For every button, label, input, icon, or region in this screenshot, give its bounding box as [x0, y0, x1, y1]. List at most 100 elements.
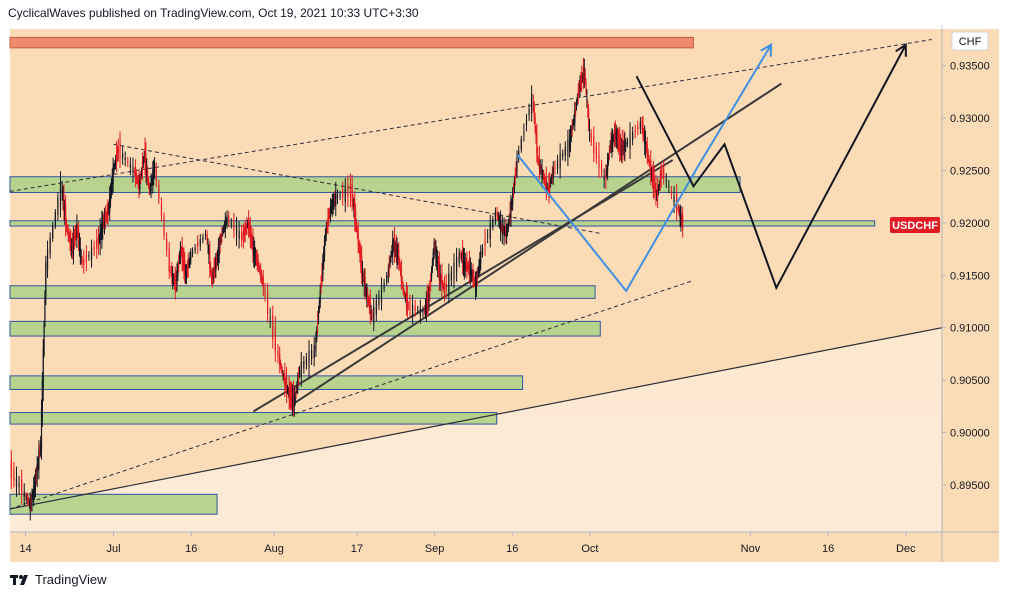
candle-body [595, 147, 597, 159]
currency-label-box[interactable] [951, 31, 989, 51]
candle-body [177, 266, 179, 276]
candle-body [253, 246, 255, 257]
candle-body [151, 178, 153, 183]
time-tick-label: Sep [425, 543, 445, 555]
chart-area[interactable]: 0.93500 0.93000 0.92500 0.92000 0.91500 0.910… [0, 25, 1009, 565]
projection-arrowhead-blue [760, 42, 773, 57]
candle-body [18, 483, 20, 488]
candle-body [559, 153, 561, 169]
candle-body [436, 260, 439, 268]
candle-body [523, 132, 525, 134]
candle-body [516, 157, 518, 172]
candle-body [510, 203, 512, 219]
candle-body [25, 495, 27, 498]
candle-body [183, 255, 185, 271]
candle-body [101, 221, 103, 239]
candle-body [512, 190, 515, 192]
candle-body [38, 450, 40, 470]
candle-body [366, 292, 368, 299]
candle-body [398, 249, 400, 264]
trendline-5 [252, 159, 674, 413]
candle-body [383, 282, 385, 289]
price-axis[interactable]: 0.93500 0.93000 0.92500 0.92000 0.91500 0.910… [942, 61, 990, 492]
candle-body [129, 164, 131, 168]
candle-body [487, 235, 489, 237]
candle-body [143, 156, 145, 158]
candle-body [64, 209, 66, 215]
candle-body [466, 259, 468, 271]
candle-body [147, 171, 149, 181]
candle-body [61, 189, 63, 193]
price-tick-label: 0.91000 [950, 323, 990, 335]
candle-body [315, 337, 317, 352]
candle-body [109, 189, 112, 202]
time-tick-label: Oct [581, 543, 598, 555]
candle-body [429, 289, 431, 292]
candle-body [470, 269, 472, 275]
candle-body [402, 284, 404, 292]
candle-body [469, 266, 471, 276]
candle-body [499, 220, 502, 231]
candle-body [259, 268, 261, 272]
candle-body [657, 189, 660, 191]
candle-body [305, 357, 308, 365]
candle-body [172, 278, 175, 281]
candle-body [74, 233, 76, 239]
candle-body [534, 116, 536, 130]
candle-body [513, 180, 516, 190]
candle-body [114, 163, 116, 167]
candle-body [245, 228, 247, 230]
candle-body [115, 159, 117, 165]
candle-body [308, 350, 310, 368]
candle-body [598, 151, 600, 170]
candle-body [81, 259, 83, 265]
candle-body [252, 237, 254, 254]
candle-body [539, 165, 541, 169]
candle-body [216, 258, 218, 263]
candle-body [512, 193, 514, 205]
candle-body [334, 196, 336, 201]
candle-body [335, 192, 337, 207]
candle-body [140, 177, 142, 179]
candle-body [88, 254, 90, 258]
candle-body [349, 184, 352, 197]
candle-body [142, 161, 144, 164]
price-chart[interactable]: 0.93500 0.93000 0.92500 0.92000 0.91500 0.910… [0, 25, 1009, 565]
candle-body [370, 311, 372, 314]
candle-body [612, 136, 614, 146]
candle-body [590, 133, 592, 143]
footer-brand[interactable]: TradingView [10, 572, 107, 587]
candle-body [394, 246, 396, 251]
candle-body [399, 261, 401, 266]
candle-body [411, 304, 414, 315]
candle-body [624, 141, 626, 153]
candle-body [642, 123, 644, 135]
candle-body [292, 391, 295, 406]
candle-body [79, 247, 81, 255]
candle-body [54, 212, 56, 226]
price-tick-label: 0.92000 [950, 218, 990, 230]
candle-body [562, 153, 564, 157]
candle-body [492, 219, 494, 227]
candle-body [652, 171, 654, 188]
candle-body [328, 215, 330, 219]
candle-body [613, 131, 616, 140]
candle-body [150, 180, 152, 192]
candle-body [531, 93, 533, 114]
candle-body [40, 408, 43, 451]
candle-body [503, 226, 505, 237]
candle-body [247, 223, 249, 225]
candle-body [440, 278, 442, 280]
candle-body [404, 295, 406, 297]
candle-body [378, 295, 380, 306]
candle-body [39, 451, 41, 453]
candle-body [33, 481, 36, 493]
candle-body [619, 141, 622, 153]
candle-body [191, 251, 194, 254]
candle-body [570, 130, 572, 138]
projection-path-blue [516, 44, 772, 293]
candle-body [107, 207, 109, 217]
projection-arrowhead-black [895, 42, 907, 57]
time-axis[interactable]: 14 Jul 16 Aug 17 Sep 16 Oct Nov 16 Dec [19, 532, 916, 555]
candle-body [564, 146, 566, 156]
